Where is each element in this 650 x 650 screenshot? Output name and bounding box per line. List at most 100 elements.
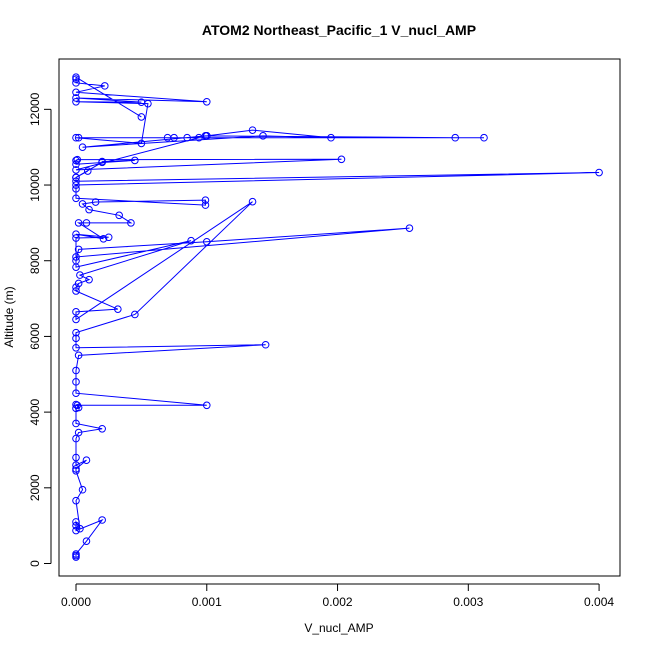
data-point	[201, 201, 210, 209]
data-point	[72, 453, 80, 462]
plot-frame	[58, 58, 621, 577]
data-point	[73, 155, 82, 164]
data-series	[72, 73, 603, 561]
data-point	[72, 315, 80, 324]
data-point	[100, 82, 109, 90]
data-point	[73, 401, 82, 410]
data-point	[72, 177, 80, 186]
data-point	[98, 157, 106, 166]
data-point	[187, 236, 195, 245]
data-point	[78, 485, 87, 494]
data-point	[74, 428, 83, 437]
data-point	[337, 155, 346, 164]
data-point	[72, 166, 80, 174]
y-tick-label: 0	[28, 560, 42, 567]
data-point	[72, 94, 80, 102]
data-point	[405, 224, 414, 232]
data-point	[72, 308, 80, 316]
data-point	[137, 139, 146, 148]
data-point	[137, 113, 146, 121]
data-point	[72, 389, 80, 398]
data-point	[72, 253, 80, 261]
data-point	[202, 238, 211, 246]
data-point	[72, 343, 80, 352]
data-point	[83, 167, 92, 175]
data-point	[85, 205, 93, 214]
data-point	[76, 271, 84, 279]
data-point	[201, 196, 210, 204]
data-point	[72, 419, 80, 428]
data-point	[595, 168, 603, 177]
data-point	[78, 200, 87, 208]
data-point	[72, 526, 80, 535]
data-point	[72, 465, 80, 473]
data-point	[72, 466, 80, 475]
y-tick-label: 10000	[28, 168, 42, 202]
data-point	[82, 219, 91, 227]
data-point	[72, 234, 80, 242]
data-point	[170, 133, 178, 142]
data-point	[98, 516, 106, 524]
data-point	[82, 537, 91, 545]
data-point	[72, 133, 80, 142]
data-point	[72, 73, 80, 81]
data-point	[76, 524, 84, 533]
data-point	[85, 275, 93, 284]
data-point	[127, 219, 135, 227]
data-point	[72, 287, 80, 295]
data-point	[259, 132, 267, 140]
data-point	[72, 185, 80, 193]
data-point	[248, 197, 257, 206]
data-point	[451, 133, 460, 142]
data-point	[480, 133, 488, 142]
y-tick-label: 4000	[28, 398, 42, 425]
data-point	[183, 133, 191, 142]
data-point	[72, 97, 80, 106]
data-point	[202, 132, 211, 140]
data-point	[137, 98, 146, 106]
data-point	[74, 351, 83, 360]
y-axis-label: Altitude (m)	[2, 286, 16, 347]
data-point	[261, 340, 270, 349]
y-tick-label: 12000	[28, 92, 42, 126]
data-point	[131, 156, 139, 165]
data-point	[99, 234, 108, 243]
chart-title: ATOM2 Northeast_Pacific_1 V_nucl_AMP	[202, 22, 476, 38]
data-point	[82, 456, 91, 464]
data-point	[72, 334, 80, 343]
data-point	[74, 245, 83, 254]
series-line	[75, 76, 600, 558]
data-point	[72, 378, 80, 386]
y-axis: 0 2000 4000 6000 8000 10000 12000	[28, 92, 52, 567]
data-point	[74, 279, 83, 288]
data-point	[72, 400, 80, 409]
data-point	[78, 143, 87, 151]
data-point	[72, 160, 80, 169]
data-point	[74, 133, 83, 142]
data-point	[72, 75, 80, 83]
data-point	[91, 198, 100, 206]
data-point	[72, 328, 80, 337]
x-axis-label: V_nucl_AMP	[304, 621, 373, 635]
data-point	[72, 194, 80, 203]
data-point	[115, 211, 123, 220]
y-tick-label: 2000	[28, 474, 42, 501]
data-point	[248, 126, 257, 134]
data-point	[114, 305, 122, 313]
data-point	[72, 79, 80, 87]
data-point	[131, 310, 139, 319]
data-point	[72, 518, 80, 526]
data-point	[98, 424, 106, 433]
y-tick-label: 8000	[28, 247, 42, 274]
x-tick-label: 0.003	[453, 595, 483, 609]
data-point	[72, 173, 80, 182]
data-point	[202, 401, 211, 410]
data-point	[74, 219, 83, 227]
x-tick-label: 0.004	[584, 595, 614, 609]
data-point	[72, 283, 80, 292]
y-tick-label: 6000	[28, 323, 42, 350]
x-tick-label: 0.002	[323, 595, 353, 609]
data-point	[72, 461, 80, 469]
data-point	[327, 133, 335, 142]
